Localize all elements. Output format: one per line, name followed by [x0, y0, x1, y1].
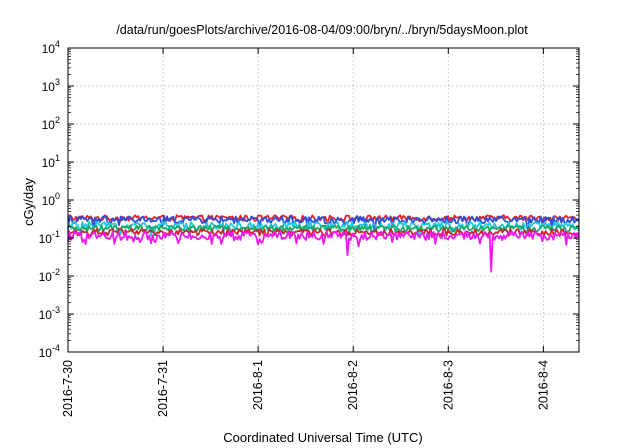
x-tick-label: 2016-7-31 [156, 360, 170, 417]
y-tick-label: 101 [42, 153, 60, 170]
series-group [67, 214, 580, 273]
y-tick-label: 104 [42, 39, 60, 56]
series-line [67, 224, 580, 233]
x-tick-label: 2016-8-1 [251, 360, 265, 410]
x-axis: 2016-7-30 2016-7-31 2016-8-1 2016-8-2 2016-8… [61, 48, 550, 417]
series-line [67, 228, 580, 237]
x-tick-label: 2016-8-2 [346, 360, 360, 410]
series-line [67, 230, 580, 273]
x-tick-label: 2016-8-3 [441, 360, 455, 410]
series-line [67, 215, 580, 233]
x-tick-label: 2016-7-30 [61, 360, 75, 417]
y-tick-label: 10-2 [39, 267, 60, 284]
y-tick-label: 10-3 [39, 305, 60, 322]
y-axis-label: cGy/day [21, 178, 36, 226]
y-tick-label: 102 [42, 115, 60, 132]
y-tick-label: 10-4 [39, 343, 60, 360]
x-tick-label: 2016-8-4 [536, 360, 550, 410]
grid [68, 48, 579, 352]
y-tick-label: 103 [42, 77, 60, 94]
y-tick-label: 100 [42, 191, 60, 208]
chart-title: /data/run/goesPlots/archive/2016-08-04/0… [116, 23, 528, 37]
x-axis-label: Coordinated Universal Time (UTC) [223, 430, 422, 445]
y-tick-label: 10-1 [39, 229, 60, 246]
y-axis: 10-4 10-3 10-2 10-1 100 101 102 103 104 [39, 39, 579, 360]
